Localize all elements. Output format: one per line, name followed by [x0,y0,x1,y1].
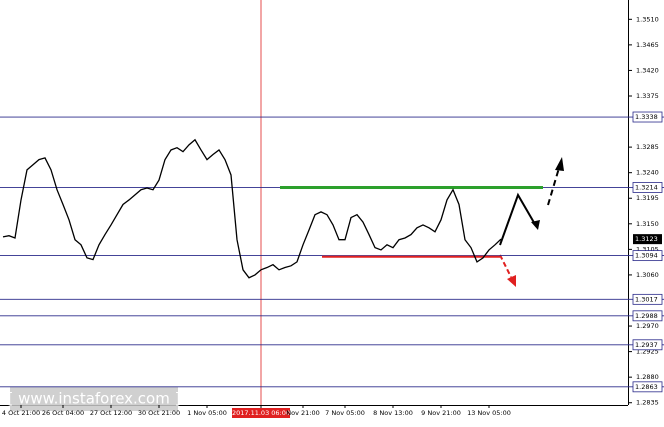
y-tick-label: 1.2925 [636,348,659,356]
x-tick-label: 27 Oct 12:00 [90,409,132,417]
y-tick-label: 1.3285 [636,143,659,151]
y-tick-label: 1.3195 [636,194,659,202]
current-price-label: 1.3123 [635,235,658,243]
y-tick-label: 1.3465 [636,41,659,49]
y-tick-label: 1.3240 [636,169,659,177]
forecast-arrows [499,157,564,287]
y-tick-label: 1.2970 [636,322,659,330]
arrow-head [531,220,540,230]
x-tick-label: 9 Nov 21:00 [421,409,461,417]
level-label: 1.2863 [635,383,658,391]
y-tick-label: 1.2835 [636,399,659,407]
level-label: 1.2937 [635,341,658,349]
price-line [2,138,502,279]
level-label-box [632,293,663,305]
x-tick-label: 7 Nov 05:00 [325,409,365,417]
y-tick-label: 1.3375 [636,92,659,100]
x-tick-label: 30 Oct 21:00 [138,409,180,417]
level-label-box [632,182,663,193]
y-tick-label: 1.3420 [636,66,659,74]
x-tick-label: 4 Oct 21:00 [2,409,40,417]
current-price-box [633,234,662,245]
x-tick-label: 8 Nov 13:00 [373,409,413,417]
y-tick-label: 1.2880 [636,373,659,381]
level-label: 1.2988 [635,312,658,320]
level-label: 1.3094 [635,252,658,260]
watermark: [ www.instaforex.com ] [8,390,181,408]
x-tick-label: 1 Nov 05:00 [187,409,227,417]
y-tick-label: 1.3510 [636,15,659,23]
level-label-box [632,381,663,393]
level-label-box [632,310,663,322]
watermark-box [10,387,178,411]
arrow-head [507,275,516,287]
forecast-dashed [499,254,512,278]
y-tick-label: 1.3105 [636,245,659,253]
x-tick-label: Nov 21:00 [286,409,319,417]
x-tick-label: 26 Oct 04:00 [42,409,84,417]
level-label: 1.3214 [635,183,658,191]
y-tick-label: 1.3060 [636,271,659,279]
forecast-path [499,192,537,246]
x-tick-label: 2017.11.03 06:00 [232,409,290,417]
x-highlight-box [232,408,290,418]
arrow-head [555,157,564,171]
forecast-dashed [547,167,560,206]
x-tick-label: 13 Nov 05:00 [467,409,511,417]
level-label: 1.3338 [635,113,658,121]
level-label-box [632,250,663,262]
y-tick-label: 1.3150 [636,220,659,228]
level-label: 1.3017 [635,295,658,303]
level-label-box [632,111,663,123]
level-label-box [632,339,663,351]
